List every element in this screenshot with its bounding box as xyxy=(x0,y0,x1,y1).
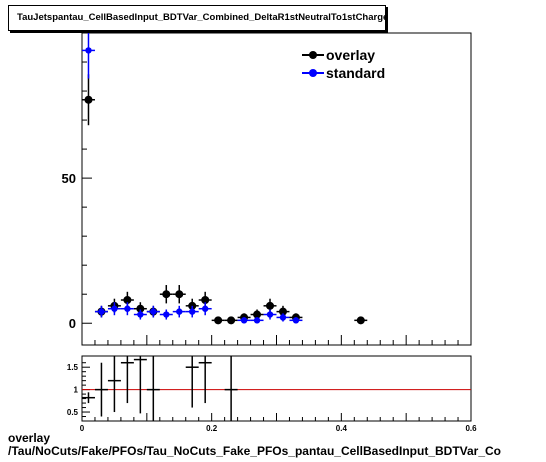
overlay-point xyxy=(214,316,223,325)
overlay-point xyxy=(278,307,287,316)
bottom-label-line1: overlay xyxy=(8,431,51,445)
standard-point xyxy=(266,311,274,318)
chart-title: TauJetspantau_CellBasedInput_BDTVar_Comb… xyxy=(8,5,386,31)
main-plot-marks xyxy=(82,22,368,325)
standard-point xyxy=(85,47,92,54)
overlay-legend-label: overlay xyxy=(326,47,375,63)
overlay-legend-marker xyxy=(309,51,317,59)
overlay-point xyxy=(123,296,132,305)
standard-point xyxy=(124,305,131,312)
standard-legend-marker xyxy=(309,69,317,77)
overlay-point xyxy=(266,301,275,310)
standard-point xyxy=(201,305,209,312)
standard-point xyxy=(137,311,144,318)
ratio-x-tick-label: 0 xyxy=(80,424,85,433)
standard-point xyxy=(253,317,261,324)
overlay-point xyxy=(175,290,184,299)
ratio-x-tick-label: 0.6 xyxy=(465,424,477,433)
ratio-plot-frame xyxy=(81,355,472,422)
ratio-y-tick-label: 0.5 xyxy=(67,408,79,417)
standard-point xyxy=(279,314,287,321)
overlay-point xyxy=(201,296,210,305)
standard-point xyxy=(98,308,105,315)
ratio-axis-ticks: 0 0.2 0.4 0.6 0.5 1 1.5 xyxy=(67,362,477,433)
standard-point xyxy=(176,308,183,315)
legend: overlay standard xyxy=(302,47,385,81)
overlay-point xyxy=(84,95,93,104)
main-axis-ticks: 0 50 xyxy=(62,61,472,345)
y-tick-label: 0 xyxy=(69,316,76,331)
overlay-point xyxy=(356,316,365,325)
standard-point xyxy=(111,305,118,312)
overlay-point xyxy=(227,316,236,325)
ratio-y-tick-label: 1 xyxy=(74,386,79,395)
standard-point xyxy=(189,308,196,315)
bottom-label-line2: /Tau/NoCuts/Fake/PFOs/Tau_NoCuts_Fake_PF… xyxy=(8,444,502,458)
main-plot-frame xyxy=(81,32,472,346)
standard-point xyxy=(240,317,248,324)
ratio-plot-marks xyxy=(82,356,471,421)
standard-point xyxy=(163,311,170,318)
standard-legend-label: standard xyxy=(326,65,385,81)
standard-point xyxy=(150,308,157,315)
bottom-label: overlay /Tau/NoCuts/Fake/PFOs/Tau_NoCuts… xyxy=(8,432,501,458)
overlay-point xyxy=(136,304,145,313)
ratio-x-tick-label: 0.2 xyxy=(206,424,218,433)
overlay-point xyxy=(253,310,262,319)
standard-point xyxy=(292,317,300,324)
ratio-x-tick-label: 0.4 xyxy=(336,424,348,433)
ratio-y-tick-label: 1.5 xyxy=(67,363,79,372)
y-tick-label: 50 xyxy=(62,171,76,186)
overlay-point xyxy=(162,290,171,299)
